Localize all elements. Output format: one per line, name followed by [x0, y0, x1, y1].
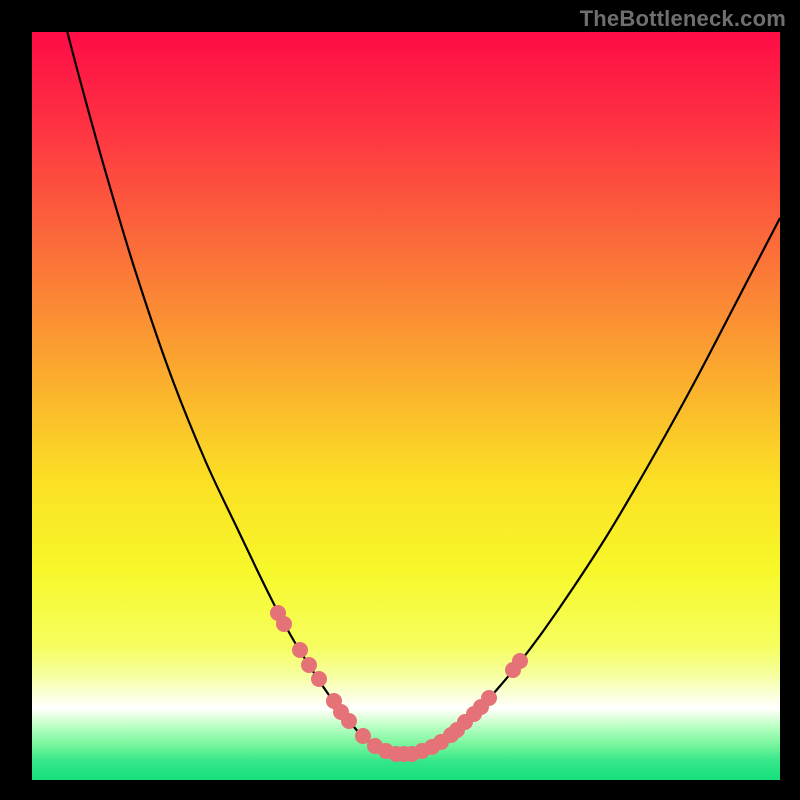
chart-svg [0, 0, 800, 800]
data-marker [513, 654, 528, 669]
data-marker [312, 672, 327, 687]
data-marker [356, 729, 371, 744]
plot-gradient [32, 32, 780, 780]
watermark-text: TheBottleneck.com [580, 6, 786, 32]
chart-container: TheBottleneck.com [0, 0, 800, 800]
data-marker [293, 643, 308, 658]
data-marker [277, 617, 292, 632]
data-marker [342, 714, 357, 729]
data-marker [482, 691, 497, 706]
data-marker [302, 658, 317, 673]
